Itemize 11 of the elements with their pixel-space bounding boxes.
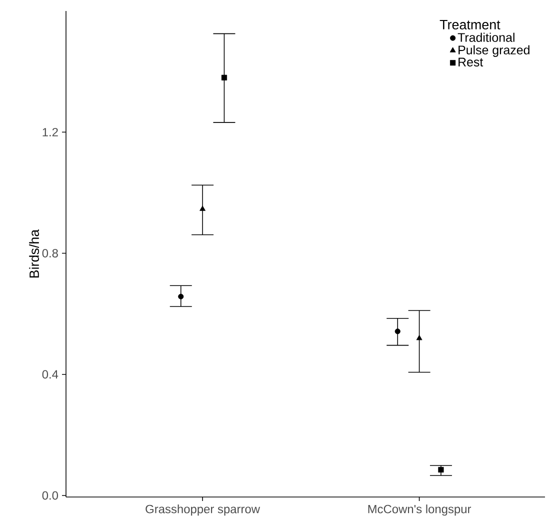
x-tick-label: Grasshopper sparrow [146, 504, 260, 516]
x-tick-label: McCown's longspur [368, 504, 472, 516]
legend-label: Pulse grazed [458, 45, 530, 57]
y-axis-title: Birds/ha [29, 229, 40, 278]
y-tick-label: 0.0 [42, 491, 58, 500]
y-tick-label: 1.2 [42, 128, 58, 136]
legend-label: Rest [458, 58, 484, 66]
y-tick-label: 0.8 [42, 249, 58, 258]
y-tick-label: 0.4 [42, 370, 58, 379]
legend-label: Traditional [458, 32, 514, 42]
legend-title: Treatment [440, 20, 500, 30]
